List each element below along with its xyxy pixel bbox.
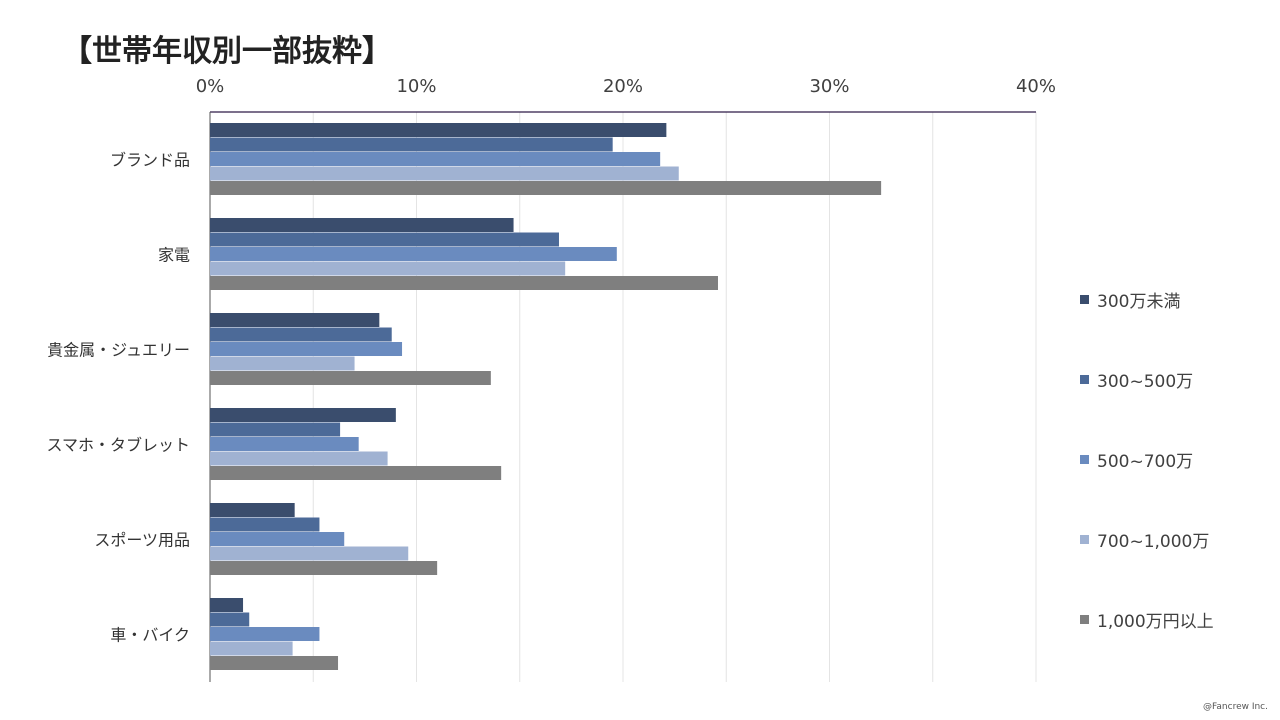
legend-label: 1,000万円以上	[1097, 612, 1214, 632]
legend-item-over-1000[interactable]: 1,000万円以上	[1080, 607, 1214, 632]
bar	[210, 627, 320, 641]
bar	[210, 641, 293, 656]
category-label: スポーツ用品	[94, 530, 190, 549]
legend-item-500-700[interactable]: 500~700万	[1080, 447, 1193, 472]
bar	[210, 123, 667, 137]
bar	[210, 422, 341, 437]
chart-title: 【世帯年収別一部抜粋】	[62, 34, 392, 69]
x-tick-label: 20%	[603, 76, 643, 97]
bar	[210, 561, 438, 575]
copyright: @Fancrew Inc.	[1203, 702, 1268, 712]
bar	[210, 313, 380, 327]
legend-item-700-1000[interactable]: 700~1,000万	[1080, 527, 1209, 552]
legend-item-300-500[interactable]: 300~500万	[1080, 367, 1193, 392]
legend-item-under-300[interactable]: 300万未満	[1080, 287, 1180, 312]
category-label: 家電	[158, 245, 190, 264]
bar	[210, 546, 409, 561]
bar	[210, 371, 491, 385]
legend-label: 300~500万	[1097, 372, 1194, 392]
bar	[210, 137, 613, 152]
category-label: ブランド品	[110, 150, 190, 169]
legend: 300万未満 300~500万 500~700万 700~1,000万 1,00…	[1080, 0, 1280, 720]
legend-swatch	[1080, 375, 1089, 384]
bar	[210, 342, 403, 356]
x-tick-label: 0%	[196, 76, 225, 97]
bar	[210, 408, 396, 422]
bar	[210, 532, 345, 546]
bar	[210, 437, 359, 451]
bar	[210, 656, 339, 670]
bar	[210, 451, 388, 466]
bar	[210, 612, 250, 627]
category-label: スマホ・タブレット	[46, 435, 190, 454]
legend-swatch	[1080, 455, 1089, 464]
category-label: 貴金属・ジュエリー	[47, 340, 190, 359]
x-tick-label: 40%	[1016, 76, 1056, 97]
x-tick-label: 10%	[396, 76, 436, 97]
bar	[210, 247, 617, 261]
bar	[210, 261, 566, 276]
category-label: 車・バイク	[110, 625, 190, 644]
bar	[210, 517, 320, 532]
bar	[210, 598, 244, 612]
bar	[210, 152, 661, 166]
legend-swatch	[1080, 615, 1089, 624]
x-tick-label: 30%	[809, 76, 849, 97]
legend-swatch	[1080, 535, 1089, 544]
legend-label: 500~700万	[1097, 452, 1194, 472]
bar	[210, 356, 355, 371]
bar	[210, 327, 392, 342]
bar	[210, 166, 679, 181]
legend-swatch	[1080, 295, 1089, 304]
bar	[210, 276, 718, 290]
bar	[210, 232, 559, 247]
bar	[210, 218, 514, 232]
legend-label: 300万未満	[1097, 292, 1181, 312]
legend-label: 700~1,000万	[1097, 532, 1210, 552]
bar	[210, 181, 882, 195]
bar	[210, 466, 502, 480]
bar	[210, 503, 295, 517]
